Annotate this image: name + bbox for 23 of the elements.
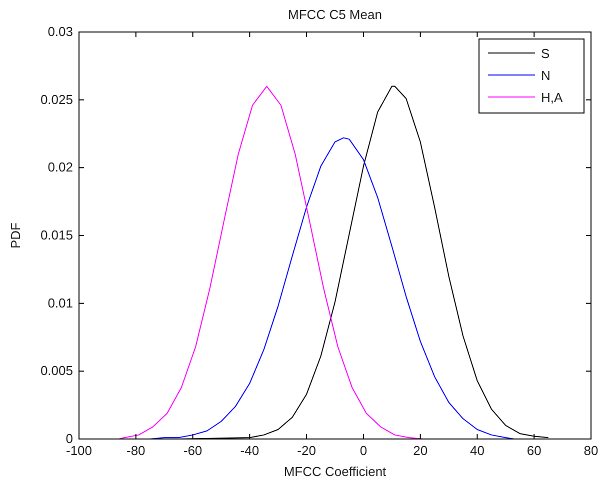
y-tick-label: 0.02 bbox=[48, 160, 73, 175]
x-tick-label: -80 bbox=[126, 443, 146, 458]
x-tick-label: -60 bbox=[183, 443, 202, 458]
x-tick-label: 20 bbox=[413, 443, 428, 458]
x-axis-title: MFCC Coefficient bbox=[284, 464, 387, 479]
y-tick-label: 0.03 bbox=[48, 24, 73, 39]
x-tick-label: 60 bbox=[526, 443, 542, 458]
x-tick-label: 0 bbox=[360, 443, 368, 458]
legend-label: S bbox=[541, 46, 550, 61]
y-tick-label: 0.015 bbox=[40, 228, 73, 242]
x-tick-label: 40 bbox=[470, 443, 484, 458]
y-tick-label: 0.01 bbox=[48, 295, 73, 310]
x-tick-label: 80 bbox=[584, 443, 598, 458]
legend-label: N bbox=[541, 68, 550, 83]
y-tick-label: 0.005 bbox=[40, 363, 73, 378]
y-tick-label: 0.025 bbox=[40, 92, 73, 107]
x-tick-label: -40 bbox=[240, 443, 260, 458]
chart-title: MFCC C5 Mean bbox=[288, 7, 382, 22]
legend-label: H,A bbox=[541, 90, 563, 105]
y-axis-title: PDF bbox=[8, 222, 23, 248]
y-tick-label: 0 bbox=[66, 431, 73, 446]
x-tick-label: -100 bbox=[66, 443, 92, 458]
x-tick-label: -20 bbox=[297, 443, 316, 458]
